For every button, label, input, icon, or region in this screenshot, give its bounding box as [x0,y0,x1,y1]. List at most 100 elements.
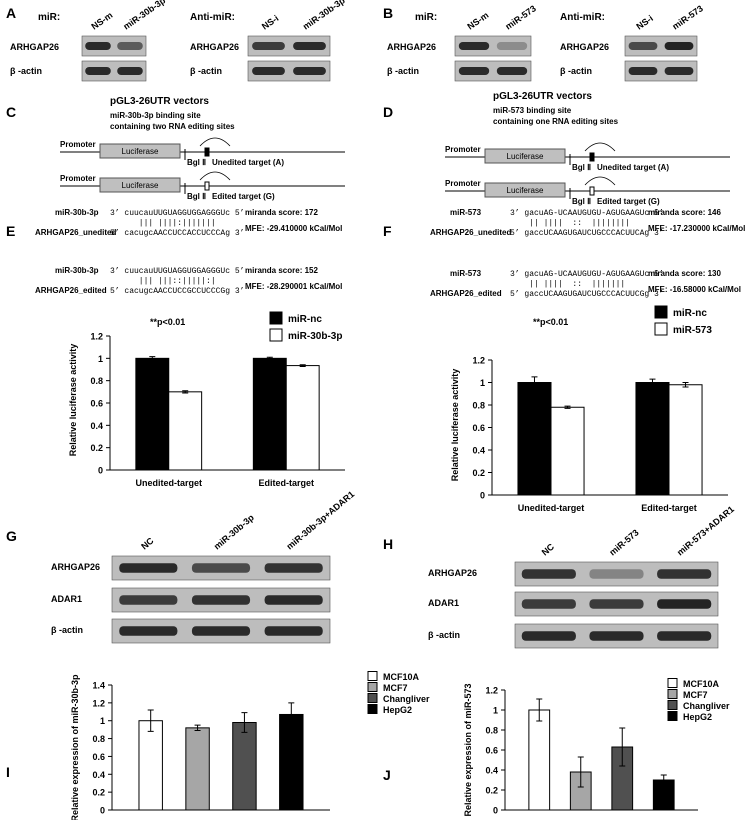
bar [138,720,163,811]
bar [517,382,552,496]
panel-label: H [383,536,393,552]
row-label: ADAR1 [428,598,459,608]
legend-swatch [367,704,378,714]
vector-desc: containing two RNA editing sites [110,122,235,131]
row-label: β -actin [10,66,42,76]
row-label: ARHGAP26 [560,42,609,52]
blot [454,60,532,82]
mfe: MFE: -17.230000 kCal/Mol [648,224,745,233]
legend-swatch [667,700,678,710]
y-tick-label: 0.2 [472,468,485,478]
legend-label: HepG2 [683,712,712,722]
y-tick-label: 1.2 [90,332,103,342]
lane-label: NS-i [634,13,654,32]
seq-pairs: || |||| :: ||||||| [510,280,640,289]
vector-title: pGL3-26UTR vectors [110,96,209,107]
band [119,563,178,573]
site-label: Bgl Ⅱ [187,158,206,167]
band [293,67,326,75]
legend-label: miR-573 [673,325,712,336]
error-bar [619,727,626,767]
row-label: β -actin [190,66,222,76]
band [264,563,323,573]
seq-pairs: || |||| :: |||||||| [510,219,640,228]
band [264,595,323,605]
vector-desc: miR-573 binding site [493,106,572,115]
lane-label: NS-i [260,13,280,32]
legend-swatch [654,305,668,319]
band [85,67,111,75]
condition-label: Anti-miR: [190,12,235,23]
legend-swatch [667,678,678,688]
target-name: ARHGAP26_edited [430,289,502,298]
row-label: β -actin [428,630,460,640]
y-tick-label: 0.4 [485,766,498,776]
x-tick-label: Unedited-target [135,478,202,488]
legend-swatch [667,711,678,721]
hairpin [199,137,231,147]
error-bar [536,698,543,722]
target-label: Unedited target (A) [597,163,669,172]
bar [232,722,257,811]
y-tick-label: 0.4 [472,446,485,456]
blot [454,35,532,57]
promoter-label: Promoter [60,174,96,183]
legend-label: Changliver [683,701,730,711]
y-tick-label: 1.2 [92,698,105,708]
band [117,42,143,50]
y-tick-label: 0.8 [485,726,498,736]
band [191,626,251,636]
legend-swatch [654,322,668,336]
band [521,569,576,579]
y-tick-label: 0 [480,491,485,501]
legend-swatch [667,689,678,699]
mfe: MFE: -28.290001 kCal/Mol [245,282,342,291]
lane-label: miR-573 [607,527,640,557]
site-label: Bgl Ⅱ [572,197,591,206]
band [458,42,490,50]
bar [528,709,551,811]
target-mark [204,147,210,157]
site-label: Bgl Ⅱ [572,163,591,172]
band [628,42,658,50]
promoter-label: Promoter [60,140,96,149]
bar [285,365,320,471]
significance: **p<0.01 [150,317,185,327]
mirna-name: miR-30b-3p [55,208,99,217]
miranda-score: miranda score: 130 [648,269,721,278]
row-label: ARHGAP26 [428,568,477,578]
vector-title: pGL3-26UTR vectors [493,91,592,102]
row-label: β -actin [560,66,592,76]
band [589,631,644,641]
blot [624,60,698,82]
miranda-score: miranda score: 152 [245,266,318,275]
y-tick-label: 0.4 [92,770,105,780]
row-label: ARHGAP26 [387,42,436,52]
y-tick-label: 1 [98,354,103,364]
y-tick-label: 0.8 [472,401,485,411]
band [264,626,323,636]
y-tick-label: 1 [493,706,498,716]
error-bar [577,756,584,788]
promoter-label: Promoter [445,179,481,188]
y-tick-label: 0 [493,806,498,816]
row-label: ARHGAP26 [51,562,100,572]
error-bar [649,378,656,387]
y-tick-label: 0.6 [472,423,485,433]
band [458,67,490,75]
gene-box [99,143,181,159]
legend-label: MCF10A [683,679,720,689]
band [119,626,178,636]
row-label: ARHGAP26 [190,42,239,52]
panel-label: B [383,5,393,21]
bar [168,391,203,471]
seq: 5’ cacugcAACCUCCACCUCCCAg 3’ [110,229,244,238]
band [521,631,576,641]
panel-label: C [6,104,16,120]
lane-label: miR-30b-3p+ADAR1 [285,489,357,551]
band [252,67,285,75]
row-label: ARHGAP26 [10,42,59,52]
error-bar [299,364,306,367]
panel-label: E [6,223,15,239]
